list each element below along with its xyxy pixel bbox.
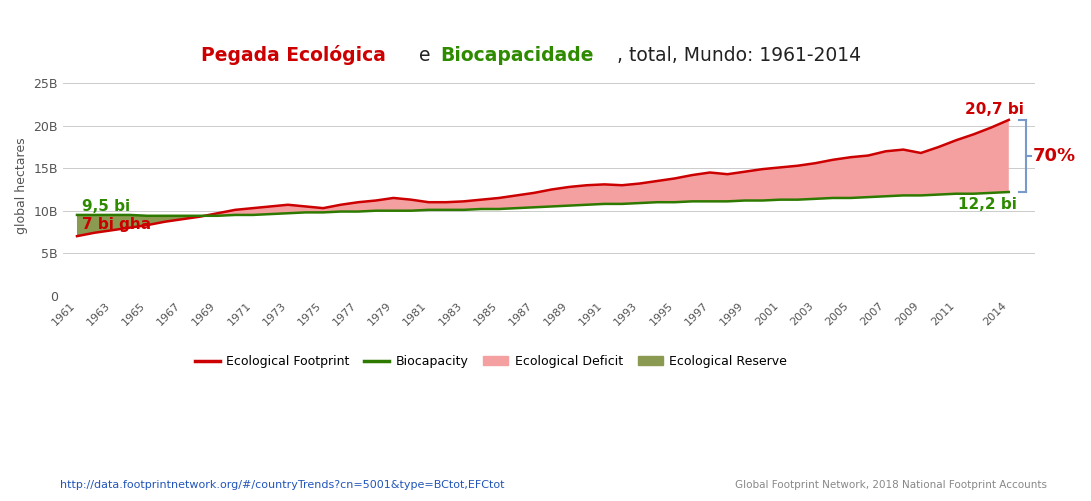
Text: http://data.footprintnetwork.org/#/countryTrends?cn=5001&type=BCtot,EFCtot: http://data.footprintnetwork.org/#/count…	[60, 480, 504, 490]
Text: , total, Mundo: 1961-2014: , total, Mundo: 1961-2014	[616, 46, 861, 65]
Text: 20,7 bi: 20,7 bi	[966, 102, 1024, 117]
Text: 7 bi gha: 7 bi gha	[82, 217, 152, 232]
Text: Pegada Ecológica: Pegada Ecológica	[201, 45, 385, 65]
Text: Global Footprint Network, 2018 National Footprint Accounts: Global Footprint Network, 2018 National …	[735, 480, 1047, 490]
Text: 12,2 bi: 12,2 bi	[958, 197, 1017, 212]
Y-axis label: global hectares: global hectares	[15, 137, 28, 233]
Legend: Ecological Footprint, Biocapacity, Ecological Deficit, Ecological Reserve: Ecological Footprint, Biocapacity, Ecolo…	[190, 350, 792, 373]
Text: e: e	[413, 46, 436, 65]
Text: Biocapacidade: Biocapacidade	[441, 46, 594, 65]
Text: 9,5 bi: 9,5 bi	[82, 199, 131, 213]
Text: 70%: 70%	[1032, 147, 1076, 165]
